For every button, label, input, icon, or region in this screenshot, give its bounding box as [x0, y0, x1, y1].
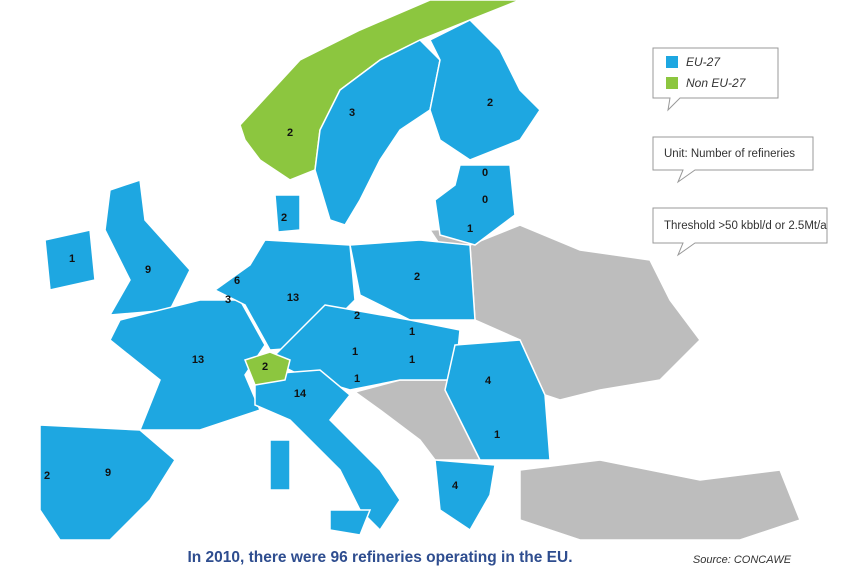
- legend-swatch: [666, 56, 678, 68]
- region-count: 3: [349, 107, 355, 119]
- legend-label: EU-27: [686, 55, 721, 69]
- region-count: 6: [234, 275, 240, 287]
- region-count: 1: [467, 223, 473, 235]
- region-count: 2: [262, 361, 268, 373]
- land-shape: [274, 194, 301, 233]
- region-count: 0: [482, 194, 488, 206]
- region-count: 14: [294, 388, 307, 400]
- region-count: 1: [494, 429, 500, 441]
- region-count: 1: [409, 326, 415, 338]
- land-shape: [519, 459, 801, 541]
- region-count: 2: [414, 271, 420, 283]
- legend-label: Non EU-27: [686, 76, 747, 90]
- region-count: 9: [145, 264, 151, 276]
- land-shape: [434, 164, 516, 246]
- land-shape: [329, 509, 372, 536]
- land-shape: [244, 351, 291, 386]
- region-count: 2: [44, 470, 50, 482]
- note-box: [652, 136, 814, 184]
- legend-swatch: [666, 77, 678, 89]
- region-count: 1: [409, 354, 415, 366]
- land-shape: [268, 304, 461, 391]
- region-count: 4: [452, 480, 459, 492]
- region-count: 0: [482, 167, 488, 179]
- region-count: 4: [485, 375, 492, 387]
- land-shape: [434, 459, 496, 532]
- region-count: 1: [352, 346, 358, 358]
- region-count: 3: [225, 294, 231, 306]
- region-count: 13: [192, 354, 204, 366]
- land-shape: [314, 39, 441, 226]
- region-count: 13: [287, 292, 299, 304]
- region-count: 1: [354, 373, 360, 385]
- region-count: 2: [287, 127, 293, 139]
- land-shape: [254, 369, 401, 532]
- land-shape: [444, 339, 551, 461]
- note-box: [652, 207, 828, 257]
- land: [39, 0, 801, 541]
- land-shape: [39, 424, 176, 541]
- note-text: Unit: Number of refineries: [664, 148, 795, 160]
- land-shape: [269, 439, 291, 491]
- region-count: 2: [281, 212, 287, 224]
- land-shape: [44, 229, 96, 291]
- region-count: 9: [105, 467, 111, 479]
- source: Source: CONCAWE: [693, 554, 792, 566]
- land-shape: [349, 239, 476, 321]
- land-shape: [109, 299, 266, 431]
- legend-box: [652, 47, 779, 112]
- caption: In 2010, there were 96 refineries operat…: [187, 549, 572, 566]
- region-count: 2: [354, 310, 360, 322]
- region-count: 2: [487, 97, 493, 109]
- region-count: 1: [69, 253, 75, 265]
- land-shape: [104, 178, 191, 316]
- land-shape: [428, 19, 541, 161]
- note-text: Threshold >50 kbbl/d or 2.5Mt/a: [664, 220, 827, 232]
